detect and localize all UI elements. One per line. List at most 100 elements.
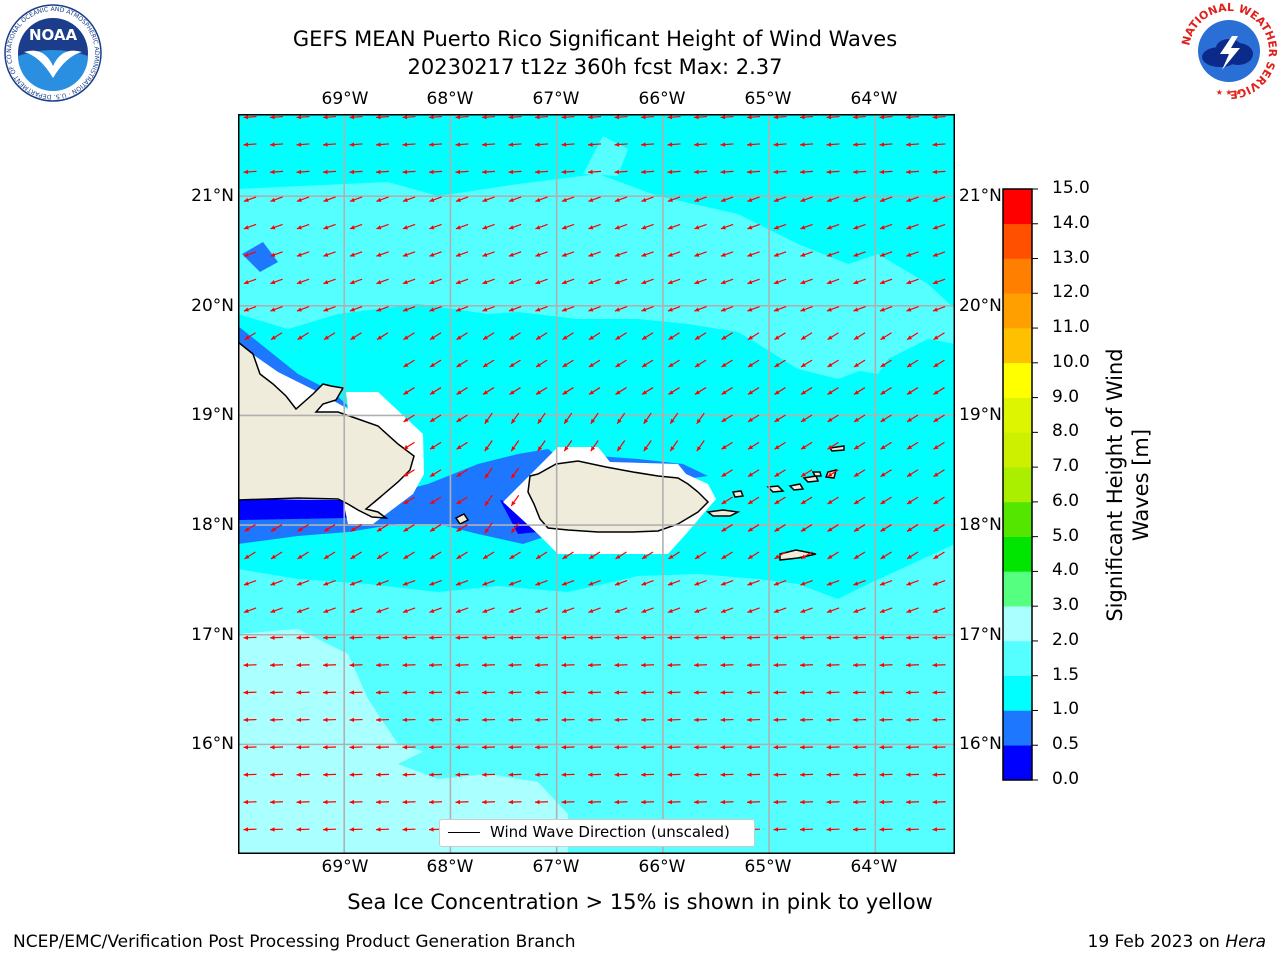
wave-arrow <box>482 251 495 257</box>
wave-arrow <box>879 196 893 202</box>
wave-band-1.5-2.0-south-patch <box>398 734 538 782</box>
wave-arrow <box>747 223 760 230</box>
wave-arrow <box>721 524 733 532</box>
wave-arrow <box>747 580 760 586</box>
wave-arrow <box>587 169 602 175</box>
wave-arrow <box>747 414 760 423</box>
colorbar-tick-label: 11.0 <box>1052 317 1090 338</box>
wave-arrow <box>561 306 575 312</box>
wave-arrow <box>932 717 946 723</box>
colorbar-tick-label: 10.0 <box>1052 351 1090 372</box>
wave-arrow <box>932 607 946 613</box>
wave-arrow <box>667 690 681 695</box>
wave-arrow <box>561 717 575 723</box>
wave-arrow <box>826 799 840 805</box>
wave-arrow <box>693 799 708 805</box>
wave-arrow <box>375 799 390 805</box>
wave-arrow <box>826 745 840 750</box>
wave-arrow <box>614 142 628 147</box>
wave-arrow <box>880 441 892 450</box>
wave-arrow <box>906 469 919 478</box>
wave-arrow <box>880 551 892 560</box>
lon-label-bottom-66: 66°W <box>638 857 686 877</box>
wave-arrow <box>537 412 546 425</box>
wave-arrow <box>508 223 522 230</box>
wave-arrow <box>349 196 363 202</box>
wave-arrow <box>852 142 867 147</box>
wave-arrow <box>296 251 310 257</box>
colorbar-tick-label: 0.5 <box>1052 734 1080 755</box>
wave-arrow <box>880 524 892 532</box>
wave-arrow <box>323 332 336 341</box>
wave-arrow <box>322 827 337 832</box>
wave-arrow <box>509 332 521 341</box>
wave-arrow <box>270 524 283 532</box>
wave-arrow <box>932 799 946 805</box>
wave-arrow <box>720 306 734 312</box>
wave-arrow <box>826 827 840 832</box>
wave-arrow <box>270 332 283 341</box>
wave-arrow <box>535 251 548 257</box>
land-hispaniola <box>238 341 415 519</box>
wave-arrow <box>588 196 601 202</box>
wave-arrow <box>535 359 548 368</box>
footer-right: 19 Feb 2023 on Hera <box>1088 932 1266 952</box>
wave-arrow <box>932 223 946 230</box>
wave-arrow <box>403 551 415 560</box>
wave-arrow <box>508 142 522 147</box>
wave-arrow <box>773 278 787 285</box>
wave-arrow <box>799 169 814 175</box>
wave-arrow <box>906 278 919 285</box>
wave-arrow <box>534 142 549 147</box>
wave-arrow <box>561 278 575 285</box>
wave-arrow <box>481 799 496 805</box>
map-title-line2: 20230217 t12z 360h fcst Max: 2.37 <box>407 55 783 79</box>
wave-arrow <box>455 306 469 312</box>
legend-label: Wind Wave Direction (unscaled) <box>490 823 730 841</box>
wave-arrow <box>747 469 760 478</box>
wave-arrow <box>694 580 707 586</box>
wave-arrow <box>799 827 814 832</box>
wave-arrow <box>640 142 655 147</box>
wave-arrow <box>800 580 813 586</box>
wave-arrow <box>561 690 575 695</box>
lon-label-bottom-64: 64°W <box>850 857 898 877</box>
wave-arrow <box>403 414 415 423</box>
wave-arrow <box>561 662 575 668</box>
wave-arrow <box>270 580 283 586</box>
wave-arrow <box>696 412 705 425</box>
wave-arrow <box>853 524 866 532</box>
wave-arrow <box>879 580 893 586</box>
colorbar-tick-label: 4.0 <box>1052 560 1080 581</box>
wave-arrow <box>932 635 946 640</box>
wave-arrow <box>243 690 257 695</box>
footer-date: 19 Feb 2023 on <box>1087 932 1226 952</box>
wave-arrow <box>852 114 867 120</box>
wave-arrow <box>481 772 496 777</box>
wave-arrow <box>323 223 336 230</box>
wave-arrow <box>852 799 867 805</box>
wave-arrow <box>614 799 628 805</box>
wave-arrow <box>350 524 362 532</box>
wave-arrow <box>641 196 654 202</box>
wave-arrow <box>455 635 469 640</box>
wave-arrow <box>906 332 919 341</box>
wave-arrow <box>481 169 496 175</box>
wave-arrow <box>853 359 866 368</box>
map-title-line1: GEFS MEAN Puerto Rico Significant Height… <box>292 27 898 51</box>
lon-label-top-67: 67°W <box>532 89 580 109</box>
wave-arrow <box>244 332 256 341</box>
wave-arrow <box>800 196 813 202</box>
wave-arrow <box>561 635 575 640</box>
wave-arrow <box>455 278 469 285</box>
wave-arrow <box>773 635 787 640</box>
wave-arrow <box>932 662 946 668</box>
wave-arrow <box>773 196 787 202</box>
wave-arrow <box>667 169 681 175</box>
wave-arrow <box>481 662 496 668</box>
wave-arrow <box>614 580 628 586</box>
wave-arrow <box>456 332 468 341</box>
wave-arrow <box>906 223 919 230</box>
wave-arrow <box>667 251 681 257</box>
wave-arrow <box>243 827 257 832</box>
